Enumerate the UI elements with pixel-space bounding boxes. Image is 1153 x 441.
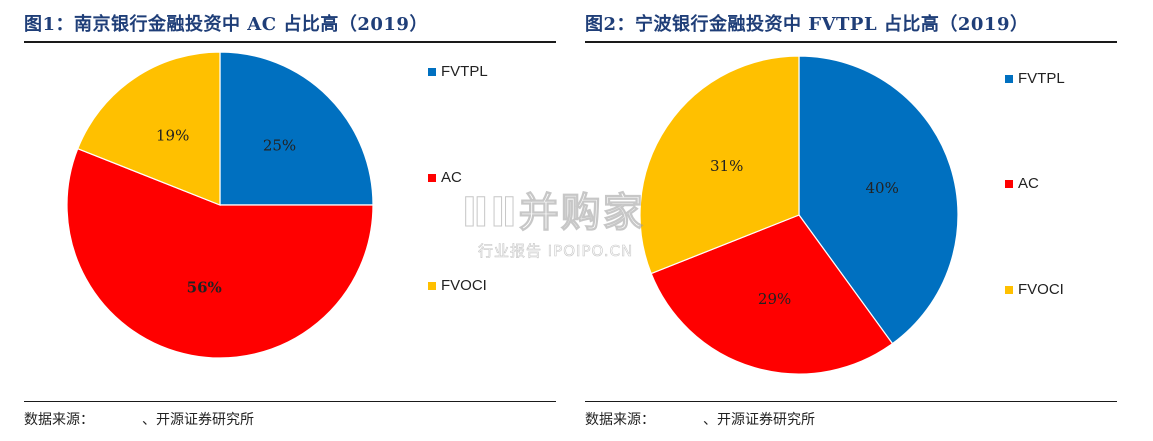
pie-chart-nanjing: 25% 56% 19%: [66, 51, 374, 359]
title-divider: [585, 41, 1117, 43]
legend-label-ac: AC: [1018, 175, 1039, 192]
source-org: 、开源证券研究所: [703, 412, 815, 428]
legend-label-ac: AC: [441, 169, 462, 186]
legend-label-fvtpl: FVTPL: [441, 63, 488, 80]
legend-label-fvoci: FVOCI: [1018, 281, 1064, 298]
pie-slice-fvtpl: [798, 55, 959, 345]
source-label: 数据来源：: [585, 412, 655, 428]
pie-slice-fvoci: [639, 55, 800, 275]
legend-item-ac: AC: [428, 167, 462, 186]
legend-item-fvtpl: FVTPL: [1005, 68, 1065, 87]
pie-slice-fvoci: [76, 51, 221, 206]
slice-label-ac: 29%: [758, 290, 791, 308]
source-divider: [24, 401, 556, 402]
legend-swatch-ac: [428, 173, 436, 182]
pie-chart-ningbo: 40% 29% 31%: [639, 55, 959, 375]
legend-item-ac: AC: [1005, 173, 1039, 192]
slice-label-fvoci: 31%: [710, 157, 743, 175]
legend-swatch-fvoci: [1005, 285, 1013, 294]
legend-item-fvtpl: FVTPL: [428, 61, 488, 80]
chart-title: 图1：南京银行金融投资中 AC 占比高（2019）: [24, 14, 428, 35]
source-org: 、开源证券研究所: [142, 412, 254, 428]
data-source: 数据来源： 、开源证券研究所: [24, 409, 254, 429]
pie-slice-fvtpl: [219, 51, 374, 206]
chart-panel-ningbo: 图2：宁波银行金融投资中 FVTPL 占比高（2019） 40% 29% 31% F…: [585, 0, 1117, 441]
legend-swatch-fvtpl: [428, 67, 436, 76]
legend-label-fvoci: FVOCI: [441, 277, 487, 294]
legend-item-fvoci: FVOCI: [1005, 279, 1064, 298]
chart-panel-nanjing: 图1：南京银行金融投资中 AC 占比高（2019） 25% 56% 19% FVTP…: [24, 0, 556, 441]
data-source: 数据来源： 、开源证券研究所: [585, 409, 815, 429]
legend-item-fvoci: FVOCI: [428, 275, 487, 294]
pie-slice-ac: [650, 214, 894, 375]
chart-title: 图2：宁波银行金融投资中 FVTPL 占比高（2019）: [585, 14, 1029, 35]
slice-label-fvtpl: 25%: [263, 136, 296, 154]
slice-label-fvoci: 19%: [156, 126, 189, 144]
legend-swatch-fvtpl: [1005, 74, 1013, 83]
slice-label-fvtpl: 40%: [865, 179, 898, 197]
pie-slice-ac: [66, 147, 374, 359]
legend-swatch-fvoci: [428, 281, 436, 290]
title-divider: [24, 41, 556, 43]
source-divider: [585, 401, 1117, 402]
source-label: 数据来源：: [24, 412, 94, 428]
legend-swatch-ac: [1005, 179, 1013, 188]
slice-label-ac: 56%: [187, 279, 222, 297]
legend-label-fvtpl: FVTPL: [1018, 70, 1065, 87]
